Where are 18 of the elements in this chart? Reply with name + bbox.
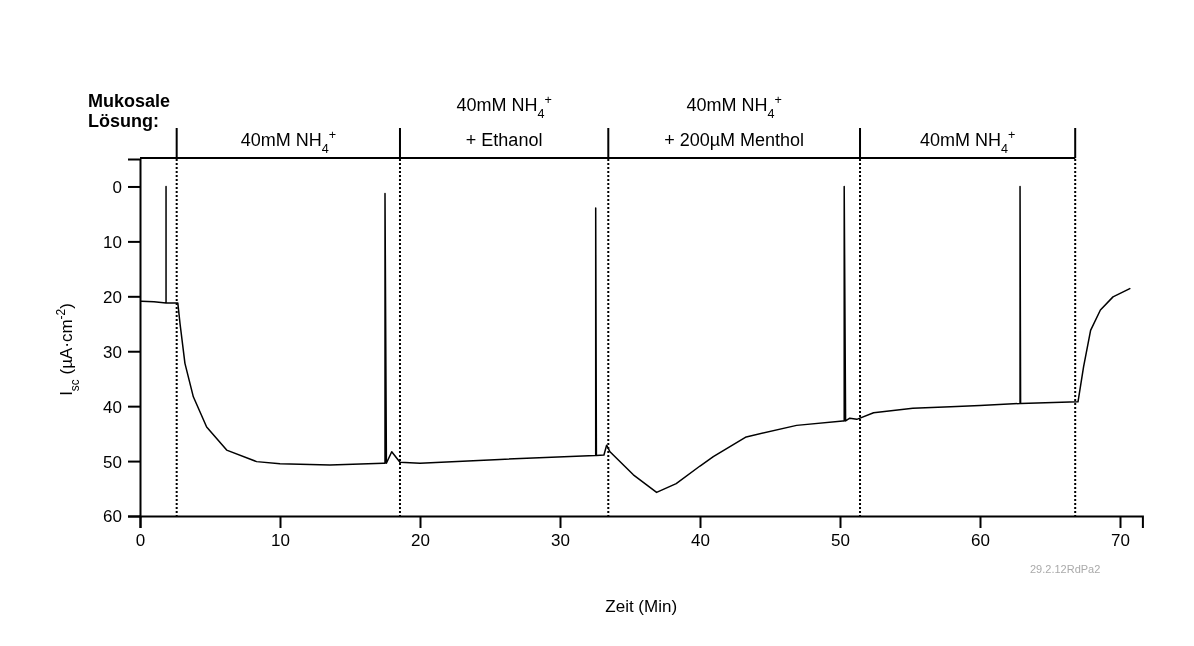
x-tick-label: 40 [691,531,710,551]
y-tick-label: 20 [103,287,122,307]
text: 29.2.12RdPa2 [1030,563,1101,575]
y-tick-label: 50 [103,452,122,472]
y-tick-label: 60 [103,507,122,527]
x-tick-label: 50 [831,531,850,551]
x-tick-label: 70 [1111,531,1130,551]
y-tick-label: 40 [103,397,122,417]
x-tick-label: 10 [271,531,290,551]
text: Mukosale Lösung: [88,91,171,131]
x-tick-label: 20 [411,531,430,551]
x-tick-label: 60 [971,531,990,551]
x-tick-label: 0 [135,531,146,551]
y-tick-label: 10 [103,232,122,252]
x-axis-title: Zeit (Min) [605,597,678,616]
x-tick-label: 30 [551,531,570,551]
y-tick-label: 30 [103,342,122,362]
y-tick-label: 0 [112,177,122,197]
